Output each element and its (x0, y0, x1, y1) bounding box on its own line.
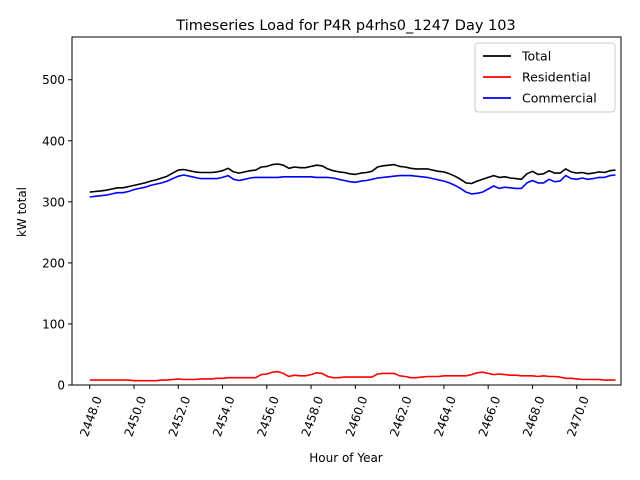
series-line-1 (89, 370, 616, 382)
y-tick-label: 100 (42, 317, 65, 331)
legend-label: Commercial (522, 91, 597, 106)
x-tick-label: 2448.0 (77, 394, 105, 438)
legend: Total Residential Commercial (474, 42, 616, 113)
y-tick-label: 400 (42, 134, 65, 148)
y-axis-label: kW total (15, 187, 29, 237)
x-tick-label: 2468.0 (520, 394, 548, 438)
x-tick-label: 2458.0 (299, 394, 327, 438)
y-axis: 0 100 200 300 400 500 (42, 73, 72, 393)
x-tick-label: 2464.0 (431, 394, 459, 438)
x-tick-label: 2466.0 (476, 394, 504, 438)
series-line-0 (89, 163, 616, 193)
y-tick-label: 200 (42, 256, 65, 270)
legend-box (474, 42, 616, 113)
plot-lines (89, 163, 616, 382)
y-tick-label: 0 (57, 379, 65, 393)
x-tick-label: 2452.0 (166, 394, 194, 438)
y-tick-label: 500 (42, 73, 65, 87)
chart-title: Timeseries Load for P4R p4rhs0_1247 Day … (175, 18, 515, 34)
legend-label: Total (521, 49, 551, 64)
x-axis-label: Hour of Year (309, 451, 383, 465)
x-tick-label: 2450.0 (122, 394, 150, 438)
series-line-2 (89, 174, 616, 198)
x-tick-label: 2460.0 (343, 394, 371, 438)
plot-frame (71, 36, 622, 386)
x-tick-label: 2462.0 (387, 394, 415, 438)
x-tick-label: 2470.0 (564, 394, 592, 438)
y-tick-label: 300 (42, 195, 65, 209)
x-tick-label: 2456.0 (254, 394, 282, 438)
x-axis: 2448.0 2450.0 2452.0 2454.0 2456.0 2458.0 2460… (77, 385, 592, 439)
legend-label: Residential (522, 70, 591, 85)
x-tick-label: 2454.0 (210, 394, 238, 438)
